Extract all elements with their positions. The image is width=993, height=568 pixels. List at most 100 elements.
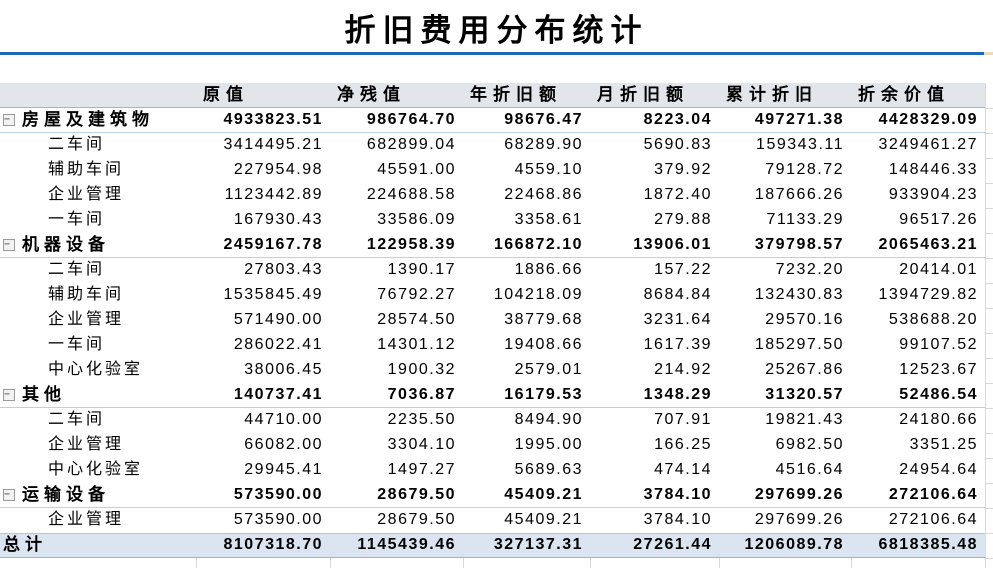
value-cell[interactable]: 1123442.89 [224, 186, 323, 203]
value-cell[interactable]: 3304.10 [387, 436, 456, 453]
value-cell[interactable]: 571490.00 [233, 311, 323, 328]
row-label-cell[interactable]: 中心化验室 [0, 358, 196, 383]
row-label-cell[interactable]: − 机器设备 [0, 233, 196, 257]
value-cell[interactable]: 29945.41 [244, 461, 323, 478]
value-cell[interactable]: 933904.23 [888, 186, 978, 203]
value-cell[interactable]: 573590.00 [233, 486, 323, 503]
value-cell[interactable]: 1535845.49 [223, 286, 323, 303]
value-cell[interactable]: 16179.53 [504, 386, 583, 403]
value-cell[interactable]: 286022.41 [233, 336, 323, 353]
value-cell[interactable]: 224688.58 [366, 186, 456, 203]
collapse-icon[interactable]: − [3, 114, 16, 126]
value-cell[interactable]: 1206089.78 [744, 536, 844, 553]
value-cell[interactable]: 31320.57 [765, 386, 844, 403]
value-cell[interactable]: 187666.26 [754, 186, 844, 203]
value-cell[interactable]: 3231.64 [643, 311, 712, 328]
value-cell[interactable]: 6818385.48 [878, 536, 978, 553]
value-cell[interactable]: 27803.43 [244, 261, 323, 278]
corner-cell[interactable] [0, 83, 196, 107]
value-cell[interactable]: 1886.66 [514, 261, 583, 278]
column-header-cell[interactable]: 年折旧额 [470, 85, 562, 104]
collapse-icon[interactable]: − [3, 389, 16, 401]
value-cell[interactable]: 52486.54 [899, 386, 978, 403]
value-cell[interactable]: 98676.47 [504, 111, 583, 128]
row-label-cell[interactable]: 辅助车间 [0, 158, 196, 183]
value-cell[interactable]: 227954.98 [233, 161, 323, 178]
value-cell[interactable]: 4933823.51 [223, 111, 323, 128]
empty-sheet-cell[interactable] [0, 558, 196, 568]
value-cell[interactable]: 297699.26 [754, 486, 844, 503]
empty-sheet-cell[interactable] [719, 558, 851, 568]
row-label-cell[interactable]: 总计 [0, 534, 196, 557]
value-cell[interactable]: 1872.40 [643, 186, 712, 203]
value-cell[interactable]: 132430.83 [754, 286, 844, 303]
value-cell[interactable]: 1145439.46 [357, 536, 456, 553]
value-cell[interactable]: 68289.90 [504, 136, 583, 153]
value-cell[interactable]: 538688.20 [888, 311, 978, 328]
value-cell[interactable]: 1995.00 [514, 436, 583, 453]
value-cell[interactable]: 104218.09 [493, 286, 583, 303]
value-cell[interactable]: 122958.39 [366, 236, 456, 253]
value-cell[interactable]: 28679.50 [377, 511, 456, 528]
value-cell[interactable]: 2235.50 [387, 411, 456, 428]
column-header-cell[interactable]: 原值 [203, 85, 249, 104]
row-label-cell[interactable]: 企业管理 [0, 508, 196, 533]
row-label-cell[interactable]: 中心化验室 [0, 458, 196, 483]
value-cell[interactable]: 14301.12 [377, 336, 456, 353]
column-header-cell[interactable]: 折余价值 [858, 85, 950, 104]
value-cell[interactable]: 8684.84 [643, 286, 712, 303]
value-cell[interactable]: 22468.86 [504, 186, 583, 203]
value-cell[interactable]: 4428329.09 [878, 111, 978, 128]
value-cell[interactable]: 44710.00 [244, 411, 323, 428]
value-cell[interactable]: 25267.86 [765, 361, 844, 378]
value-cell[interactable]: 379.92 [654, 161, 712, 178]
value-cell[interactable]: 12523.67 [899, 361, 978, 378]
value-cell[interactable]: 27261.44 [633, 536, 712, 553]
value-cell[interactable]: 3358.61 [514, 211, 583, 228]
value-cell[interactable]: 1394729.82 [878, 286, 978, 303]
value-cell[interactable]: 45409.21 [504, 486, 583, 503]
value-cell[interactable]: 3784.10 [643, 486, 712, 503]
value-cell[interactable]: 5689.63 [514, 461, 583, 478]
row-label-cell[interactable]: 企业管理 [0, 183, 196, 208]
value-cell[interactable]: 33586.09 [377, 211, 456, 228]
value-cell[interactable]: 157.22 [654, 261, 712, 278]
value-cell[interactable]: 19821.43 [765, 411, 844, 428]
value-cell[interactable]: 573590.00 [233, 511, 323, 528]
value-cell[interactable]: 96517.26 [899, 211, 978, 228]
value-cell[interactable]: 1348.29 [643, 386, 712, 403]
value-cell[interactable]: 1390.17 [387, 261, 456, 278]
value-cell[interactable]: 5690.83 [643, 136, 712, 153]
empty-sheet-cell[interactable] [330, 558, 463, 568]
value-cell[interactable]: 3414495.21 [223, 136, 323, 153]
row-label-cell[interactable]: 二车间 [0, 258, 196, 283]
value-cell[interactable]: 707.91 [654, 411, 712, 428]
empty-sheet-cell[interactable] [196, 558, 330, 568]
column-header-cell[interactable]: 月折旧额 [597, 85, 689, 104]
value-cell[interactable]: 24180.66 [899, 411, 978, 428]
value-cell[interactable]: 8494.90 [514, 411, 583, 428]
value-cell[interactable]: 327137.31 [493, 536, 583, 553]
value-cell[interactable]: 79128.72 [765, 161, 844, 178]
value-cell[interactable]: 38779.68 [504, 311, 583, 328]
row-label-cell[interactable]: 一车间 [0, 208, 196, 233]
value-cell[interactable]: 474.14 [654, 461, 712, 478]
row-label-cell[interactable]: − 房屋及建筑物 [0, 108, 196, 132]
collapse-icon[interactable]: − [3, 489, 16, 501]
value-cell[interactable]: 279.88 [654, 211, 712, 228]
value-cell[interactable]: 4559.10 [514, 161, 583, 178]
empty-sheet-cell[interactable] [851, 558, 985, 568]
row-label-cell[interactable]: − 其他 [0, 383, 196, 407]
value-cell[interactable]: 272106.64 [888, 511, 978, 528]
value-cell[interactable]: 3784.10 [643, 511, 712, 528]
value-cell[interactable]: 38006.45 [244, 361, 323, 378]
value-cell[interactable]: 8107318.70 [223, 536, 323, 553]
row-label-cell[interactable]: 辅助车间 [0, 283, 196, 308]
value-cell[interactable]: 2065463.21 [878, 236, 978, 253]
value-cell[interactable]: 682899.04 [366, 136, 456, 153]
value-cell[interactable]: 167930.43 [233, 211, 323, 228]
row-label-cell[interactable]: − 运输设备 [0, 483, 196, 507]
column-header-cell[interactable]: 累计折旧 [726, 85, 818, 104]
row-label-cell[interactable]: 二车间 [0, 133, 196, 158]
value-cell[interactable]: 28574.50 [377, 311, 456, 328]
